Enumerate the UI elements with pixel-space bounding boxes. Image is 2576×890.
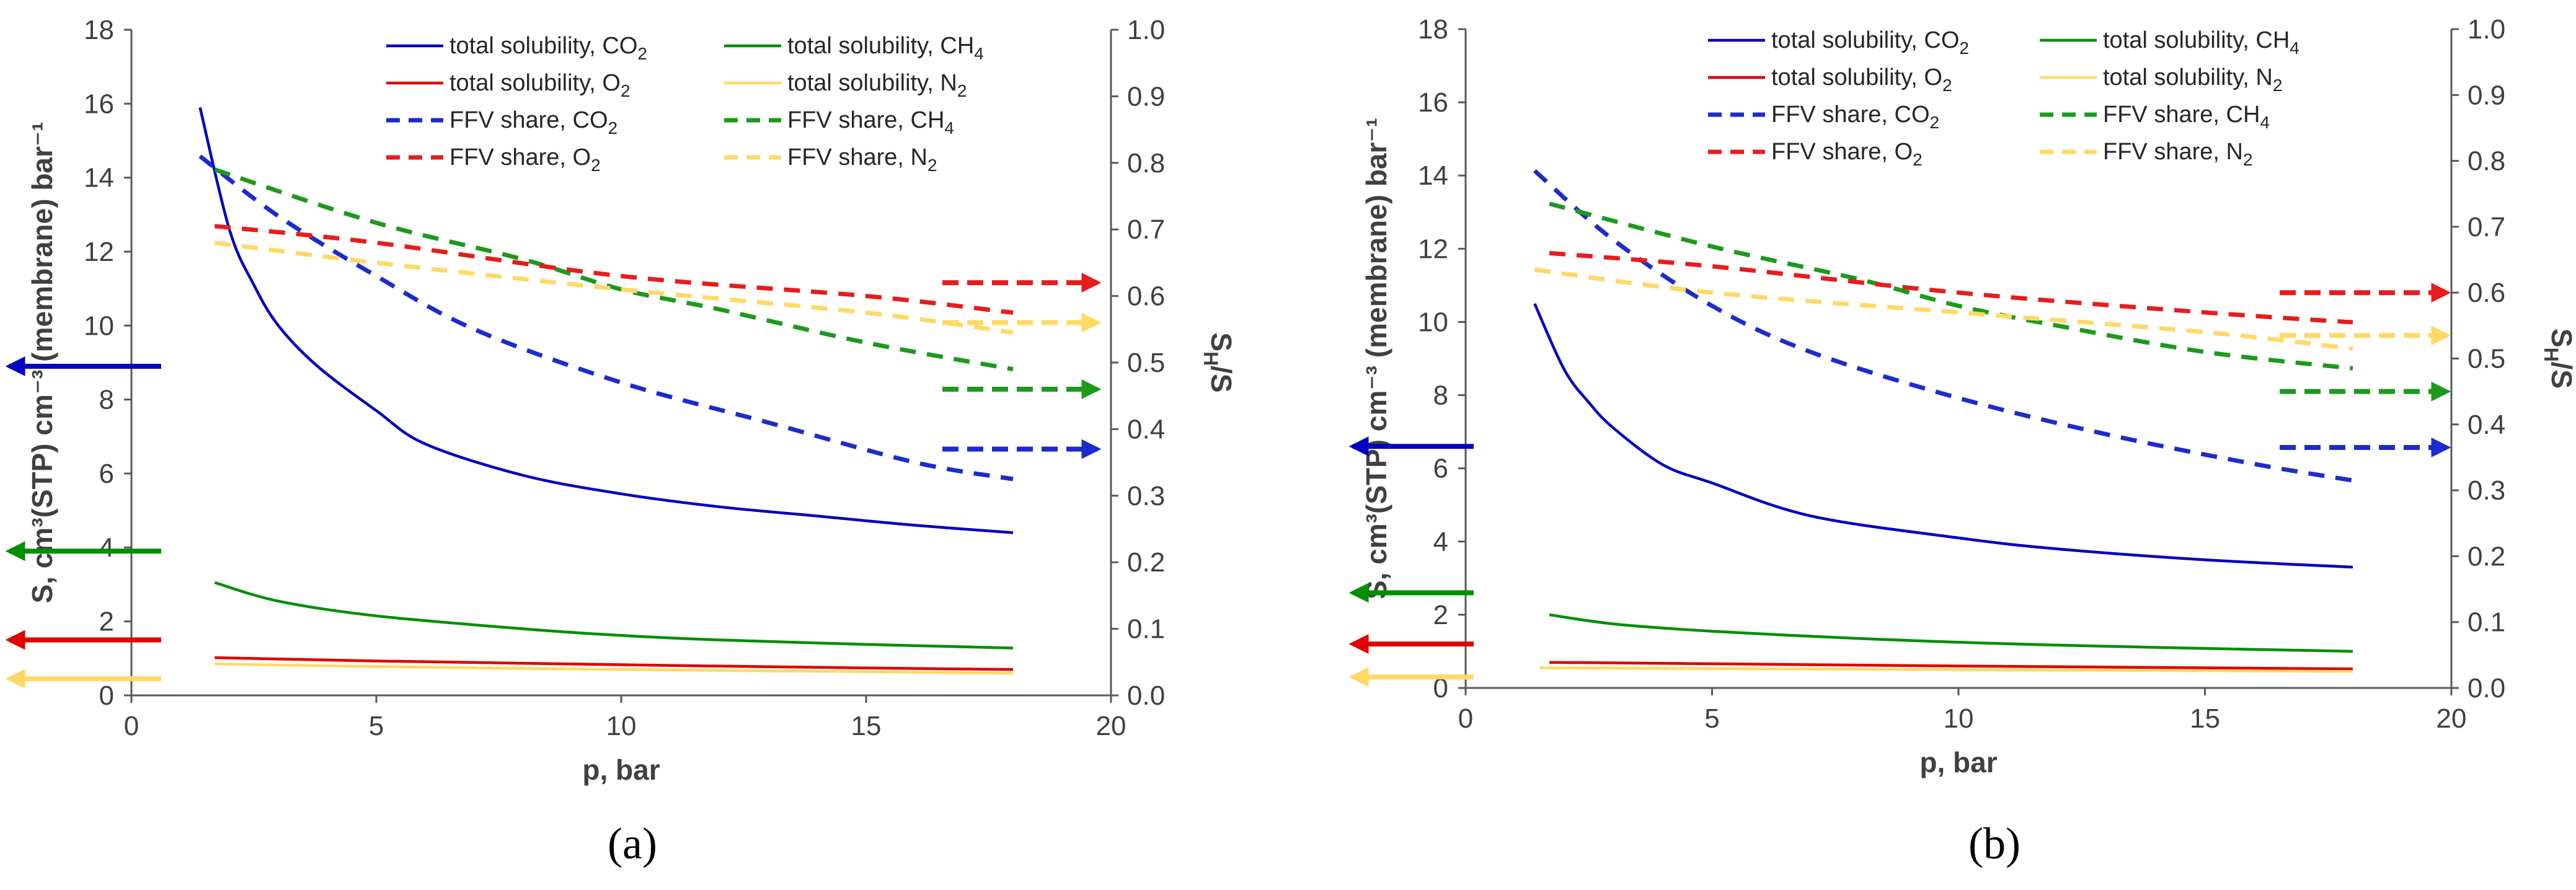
y-right-tick-label: 0.4 xyxy=(2468,410,2505,440)
legend-label-ts_n2: total solubility, N2 xyxy=(787,70,967,100)
series-line-ts_n2 xyxy=(1539,666,2353,673)
series-line-ffv_co2 xyxy=(1533,169,2353,483)
legend-label-ts_n2: total solubility, N2 xyxy=(2103,64,2282,95)
y-right-tick-label: 0.5 xyxy=(1127,348,1165,378)
chart-a: 0 5 10 15 20 0 2 4 6 8 10 12 14 16 18 0.0 0.1 0.2 0.3 0.4 0.… xyxy=(5,15,1237,786)
y-right-tick-label: 0.4 xyxy=(1127,414,1165,444)
y-right-tick-label: 0.1 xyxy=(1127,614,1165,645)
y-left-tick-label: 6 xyxy=(1433,454,1448,484)
y-left-tick-label: 8 xyxy=(99,385,114,415)
y-left-tick-label: 18 xyxy=(1418,14,1448,45)
x-tick-label: 5 xyxy=(1704,703,1719,734)
series-line-ts_ch4 xyxy=(214,581,1014,650)
legend-label-ffv_n2: FFV share, N2 xyxy=(787,144,937,175)
x-tick-label: 15 xyxy=(2190,703,2220,734)
y-left-tick-label: 10 xyxy=(84,311,114,341)
y-right-tick-label: 1.0 xyxy=(1127,15,1165,45)
y-left-tick-label: 4 xyxy=(1433,527,1448,557)
y-right-tick-label: 0.7 xyxy=(1127,214,1165,245)
legend-label-ffv_ch4: FFV share, CH4 xyxy=(2103,102,2270,132)
x-tick-label: 0 xyxy=(1458,703,1473,734)
x-tick-label: 20 xyxy=(1096,711,1126,741)
y-left-tick-label: 2 xyxy=(1433,600,1448,630)
y-right-tick-label: 0.5 xyxy=(2468,344,2505,374)
y-axis-left-title: S, cm³(STP) cm⁻³ (membrane) bar⁻¹ xyxy=(26,121,58,603)
x-tick-label: 10 xyxy=(1944,703,1974,734)
series-line-ts_o2 xyxy=(1549,661,2353,671)
y-right-tick-label: 0.3 xyxy=(2468,475,2505,506)
y-right-tick-label: 1.0 xyxy=(2468,14,2505,45)
legend-label-ffv_co2: FFV share, CO2 xyxy=(449,107,617,138)
y-left-tick-label: 8 xyxy=(1433,381,1448,411)
legend-label-ffv_co2: FFV share, CO2 xyxy=(1771,102,1939,132)
x-tick-label: 0 xyxy=(124,711,139,741)
y-left-tick-label: 10 xyxy=(1418,307,1448,337)
y-right-tick-label: 0.8 xyxy=(1127,148,1165,178)
series-line-ts_co2 xyxy=(1533,302,2353,569)
y-left-tick-label: 12 xyxy=(84,237,114,267)
x-axis-title: p, bar xyxy=(582,754,660,786)
y-right-tick-label: 0.9 xyxy=(2468,80,2505,110)
series-line-ffv_ch4 xyxy=(214,167,1014,372)
legend-label-ts_ch4: total solubility, CH4 xyxy=(2103,27,2299,58)
x-tick-label: 5 xyxy=(369,711,384,741)
y-right-tick-label: 0.6 xyxy=(1127,281,1165,312)
series-line-ts_o2 xyxy=(215,656,1014,671)
legend-label-ts_ch4: total solubility, CH4 xyxy=(787,33,984,63)
y-axis-right-title: SH/S xyxy=(2540,328,2576,389)
legend-label-ts_o2: total solubility, O2 xyxy=(1771,64,1952,95)
y-right-tick-label: 0.3 xyxy=(1127,481,1165,511)
panel-label-a: (a) xyxy=(608,819,657,868)
legend-label-ffv_n2: FFV share, N2 xyxy=(2103,139,2253,169)
series-line-ffv_o2 xyxy=(214,224,1014,315)
y-right-tick-label: 0.0 xyxy=(1127,681,1165,711)
series-line-ffv_n2 xyxy=(214,240,1014,335)
y-left-tick-label: 12 xyxy=(1418,234,1448,264)
y-axis-right-title: SH/S xyxy=(1200,332,1237,392)
legend-label-ts_co2: total solubility, CO2 xyxy=(449,33,647,63)
legend-label-ts_co2: total solubility, CO2 xyxy=(1771,27,1969,58)
series-line-ts_co2 xyxy=(198,107,1014,534)
x-axis-title: p, bar xyxy=(1919,746,1997,778)
y-left-tick-label: 16 xyxy=(84,89,114,119)
x-tick-label: 20 xyxy=(2437,703,2467,734)
y-right-tick-label: 0.1 xyxy=(2468,607,2505,638)
y-right-tick-label: 0.9 xyxy=(1127,81,1165,112)
y-right-tick-label: 0.2 xyxy=(2468,541,2505,571)
series-line-ffv_n2 xyxy=(1534,267,2353,351)
panel-b: 0 5 10 15 20 0 2 4 6 8 10 12 14 16 18 0.0 0.1 0.2 0.3 0.4 0.… xyxy=(1288,0,2576,890)
chart-b: 0 5 10 15 200246810121416180.00.10.20.30.40.… xyxy=(1348,14,2576,778)
y-left-tick-label: 4 xyxy=(99,532,114,563)
y-right-tick-label: 0.2 xyxy=(1127,547,1165,578)
y-axis-left-title: S, cm³(STP) cm⁻³ (membrane) bar⁻¹ xyxy=(1360,118,1392,599)
y-left-tick-label: 18 xyxy=(84,15,114,45)
y-right-tick-label: 0.7 xyxy=(2468,212,2505,242)
series-line-ts_n2 xyxy=(215,663,1014,675)
series-line-ffv_co2 xyxy=(198,154,1014,482)
legend-label-ffv_o2: FFV share, O2 xyxy=(449,144,601,175)
y-left-tick-label: 14 xyxy=(84,163,114,193)
legend-label-ffv_ch4: FFV share, CH4 xyxy=(787,107,954,138)
y-left-tick-label: 14 xyxy=(1418,161,1448,191)
y-left-tick-label: 16 xyxy=(1418,87,1448,118)
series-line-ffv_o2 xyxy=(1549,250,2353,325)
series-line-ffv_ch4 xyxy=(1549,201,2353,371)
y-left-tick-label: 2 xyxy=(99,607,114,637)
y-right-tick-label: 0.0 xyxy=(2468,673,2505,703)
x-tick-label: 15 xyxy=(851,711,882,741)
y-left-tick-label: 0 xyxy=(99,681,114,711)
y-left-tick-label: 6 xyxy=(99,459,114,489)
legend-label-ts_o2: total solubility, O2 xyxy=(449,70,631,100)
panel-label-b: (b) xyxy=(1968,819,2021,868)
panel-a: 0 5 10 15 20 0 2 4 6 8 10 12 14 16 18 0.0 0.1 0.2 0.3 0.4 0.… xyxy=(5,15,1237,868)
y-right-tick-label: 0.8 xyxy=(2468,146,2505,177)
x-tick-label: 10 xyxy=(606,711,637,741)
y-right-tick-label: 0.6 xyxy=(2468,278,2505,308)
legend-label-ffv_o2: FFV share, O2 xyxy=(1771,139,1923,169)
series-line-ts_ch4 xyxy=(1549,613,2353,653)
